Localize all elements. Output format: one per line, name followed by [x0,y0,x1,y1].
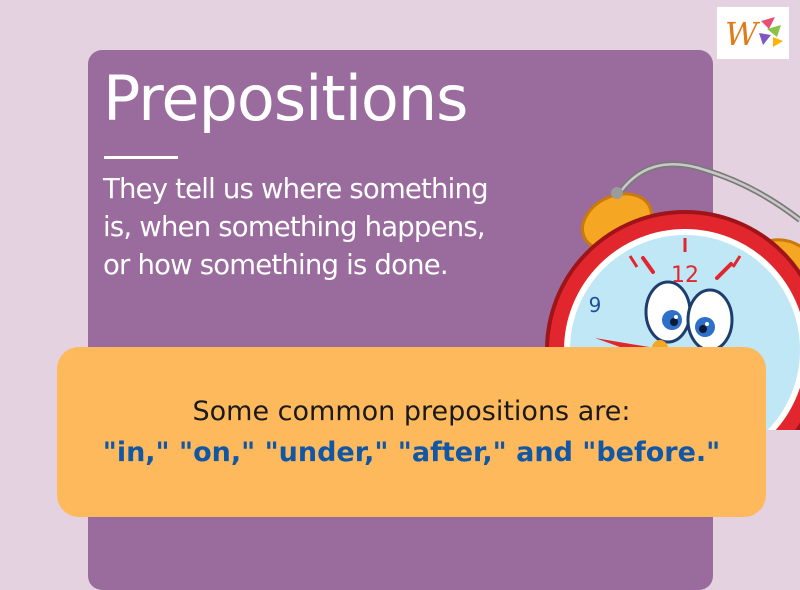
callout-box: Some common prepositions are: "in," "on,… [57,347,766,517]
description-line: is, when something happens, [103,211,486,243]
clock-number-9: 9 [589,293,602,317]
svg-text:W: W [725,15,761,53]
callout-examples: "in," "on," "under," "after," and "befor… [102,437,721,468]
brand-logo-icon: W [717,7,789,59]
title-divider [104,156,178,159]
callout-intro: Some common prepositions are: [192,396,631,427]
page-title: Prepositions [103,62,468,135]
description-line: or how something is done. [103,249,449,281]
description-line: They tell us where something [103,173,489,205]
description: They tell us where something is, when so… [103,170,623,284]
